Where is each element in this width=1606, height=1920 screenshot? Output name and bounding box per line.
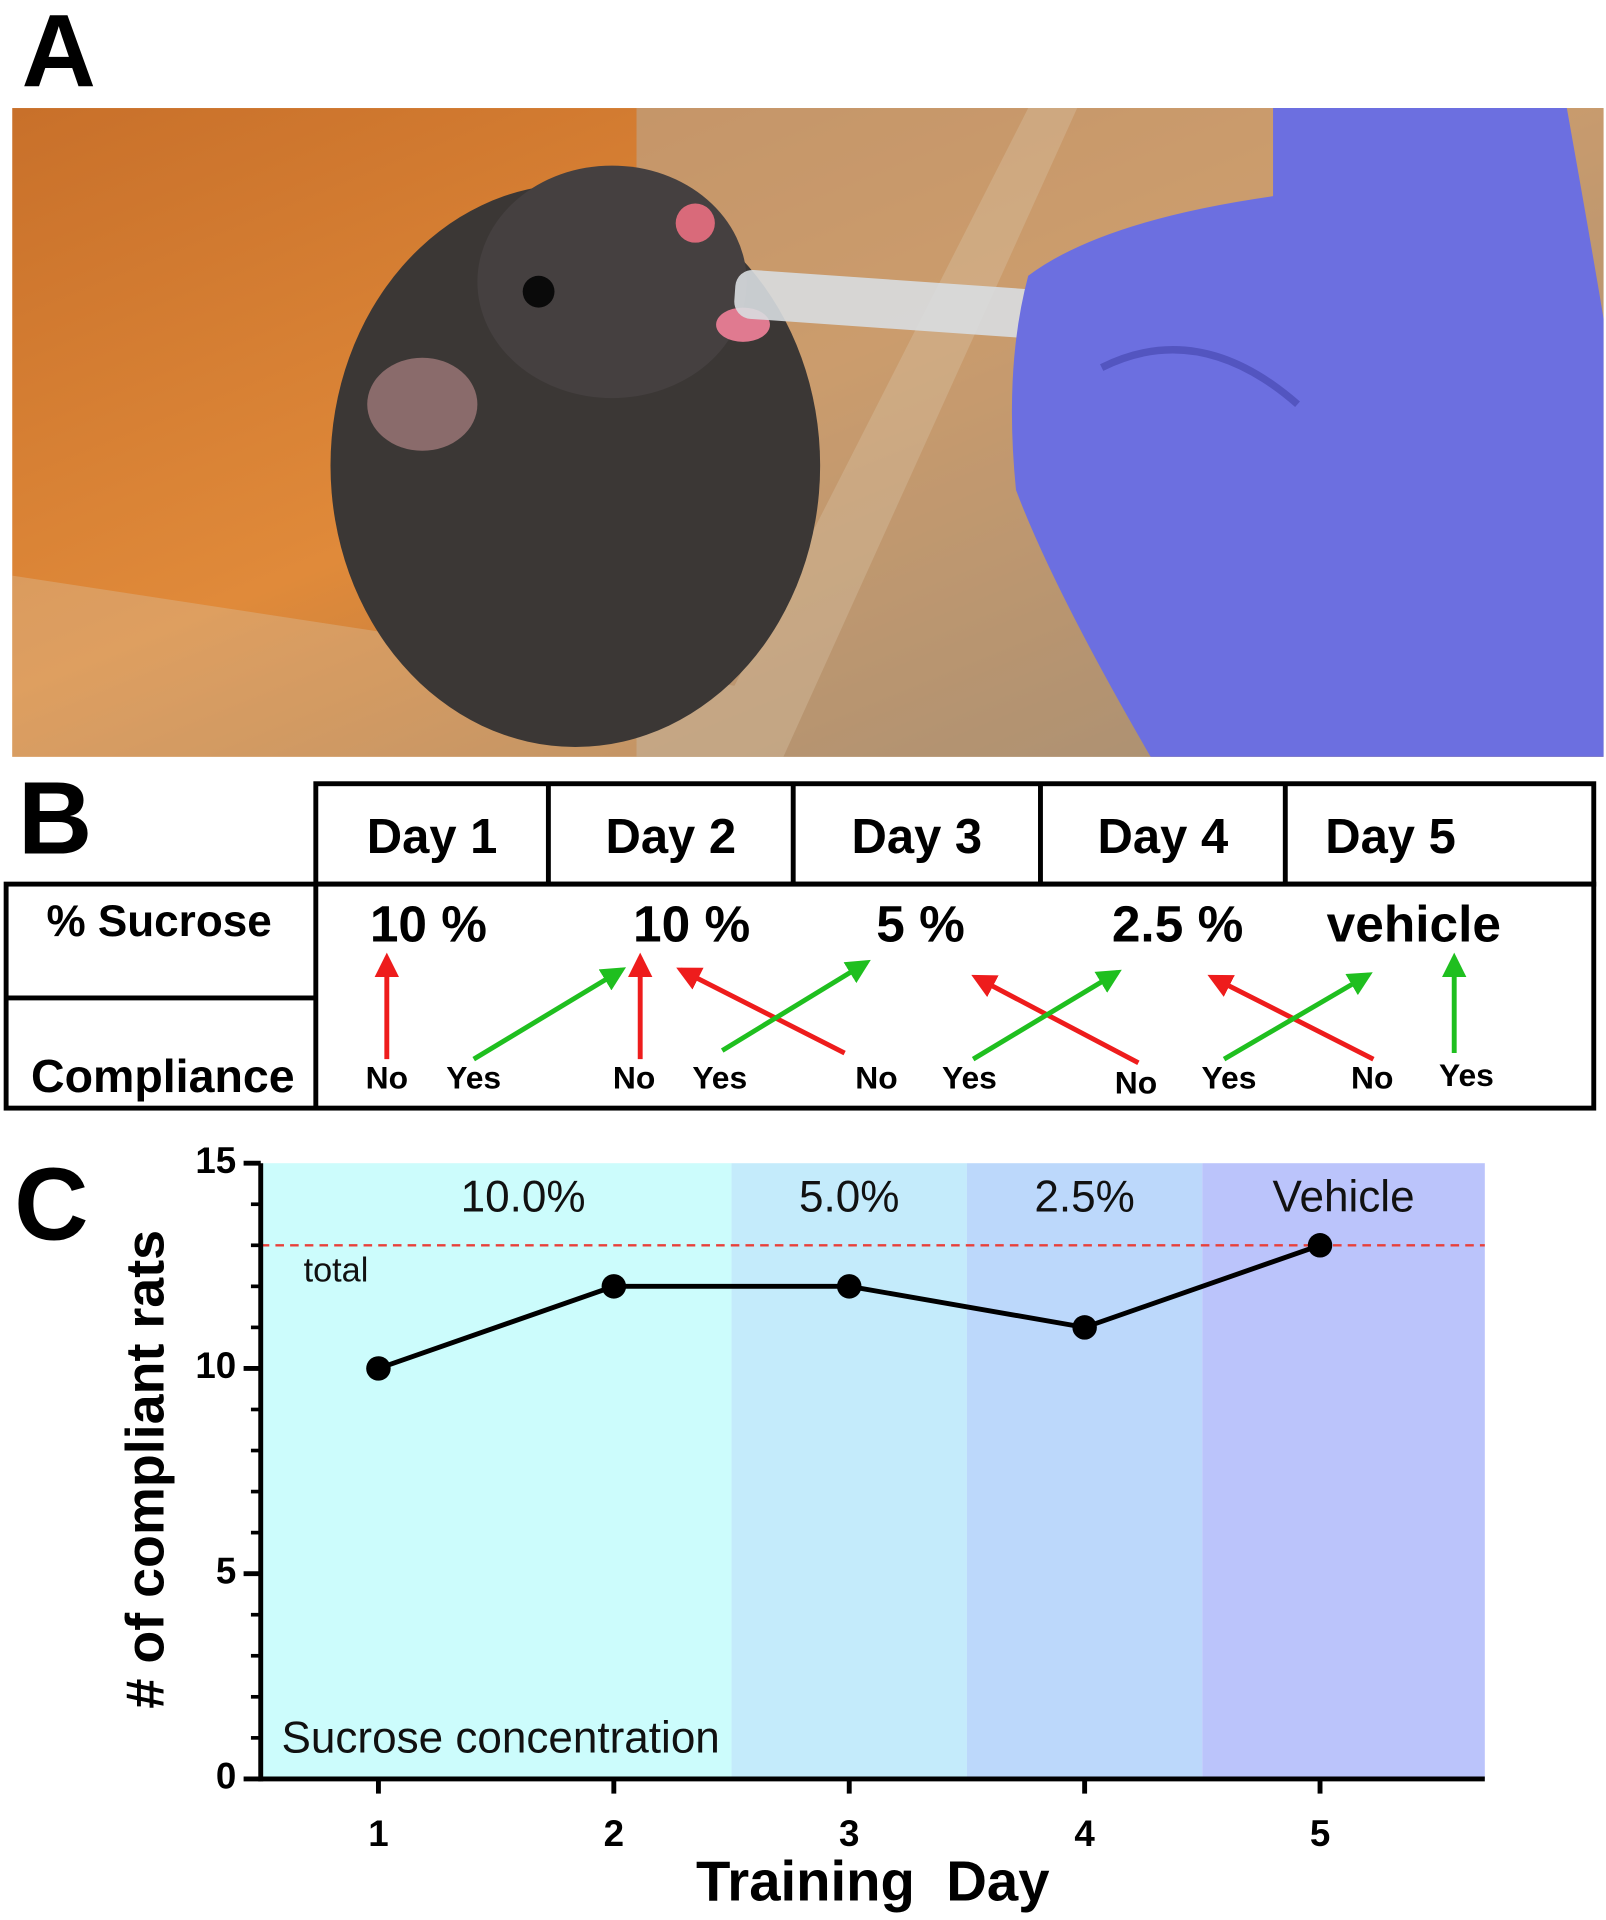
compliance-value: No: [855, 1059, 897, 1095]
chart: 10.0% 5.0% 2.5% Vehicle total Sucrose concent…: [116, 1140, 1485, 1912]
sucrose-value: 5 %: [876, 895, 965, 953]
band-label: 2.5%: [1034, 1173, 1134, 1222]
sucrose-value: 10 %: [370, 895, 487, 953]
day-header: Day 2: [605, 810, 736, 864]
day-header: Day 4: [1098, 810, 1229, 864]
sucrose-value: vehicle: [1327, 895, 1501, 953]
band: [966, 1163, 1203, 1779]
compliance-value: No: [1351, 1059, 1393, 1095]
y-tick-label: 10: [195, 1345, 236, 1386]
compliance-arrows: [374, 952, 1467, 1065]
x-tick-label: 5: [1310, 1813, 1330, 1854]
y-tick-label: 0: [216, 1756, 236, 1797]
compliance-value: Yes: [1439, 1057, 1494, 1093]
panel-label: A: [22, 0, 96, 108]
reference-label: total: [304, 1251, 369, 1289]
band-label: Vehicle: [1273, 1173, 1415, 1222]
compliance-value: Yes: [1202, 1059, 1257, 1095]
x-tick-label: 4: [1074, 1813, 1095, 1854]
data-point: [1307, 1233, 1333, 1258]
day-header: Day 3: [852, 810, 983, 864]
band: [260, 1163, 732, 1779]
data-point: [366, 1356, 391, 1381]
row-label: % Sucrose: [47, 897, 272, 946]
band-label: 10.0%: [461, 1173, 586, 1222]
y-tick-label: 15: [195, 1140, 236, 1181]
panel-label: C: [14, 1146, 88, 1261]
compliance-value: Yes: [942, 1059, 997, 1095]
x-tick-label: 3: [839, 1813, 859, 1854]
compliance-value: No: [613, 1059, 655, 1095]
band-label: 5.0%: [799, 1173, 899, 1222]
compliance-value: No: [366, 1059, 408, 1095]
day-header: Day 5: [1325, 810, 1456, 864]
panel-label: B: [18, 761, 92, 876]
band: [1202, 1163, 1485, 1779]
annotation: Sucrose concentration: [282, 1714, 720, 1763]
sucrose-value: 2.5 %: [1112, 895, 1243, 953]
x-tick-label: 1: [368, 1813, 388, 1854]
band: [731, 1163, 967, 1779]
y-axis-label: # of compliant rats: [116, 1230, 176, 1709]
y-tick-label: 5: [216, 1550, 236, 1591]
data-point: [1072, 1315, 1097, 1340]
photo: [12, 108, 1604, 757]
data-point: [836, 1274, 862, 1299]
sucrose-value: 10 %: [633, 895, 750, 953]
compliance-value: Yes: [692, 1059, 747, 1095]
data-point: [601, 1274, 627, 1299]
compliance-value: Yes: [446, 1059, 501, 1095]
day-header: Day 1: [367, 810, 498, 864]
table-frame: [3, 781, 1597, 1111]
compliance-value: No: [1115, 1064, 1157, 1100]
x-axis-label: Training Day: [696, 1849, 1050, 1912]
x-tick-label: 2: [604, 1813, 624, 1854]
row-label: Compliance: [31, 1050, 295, 1102]
